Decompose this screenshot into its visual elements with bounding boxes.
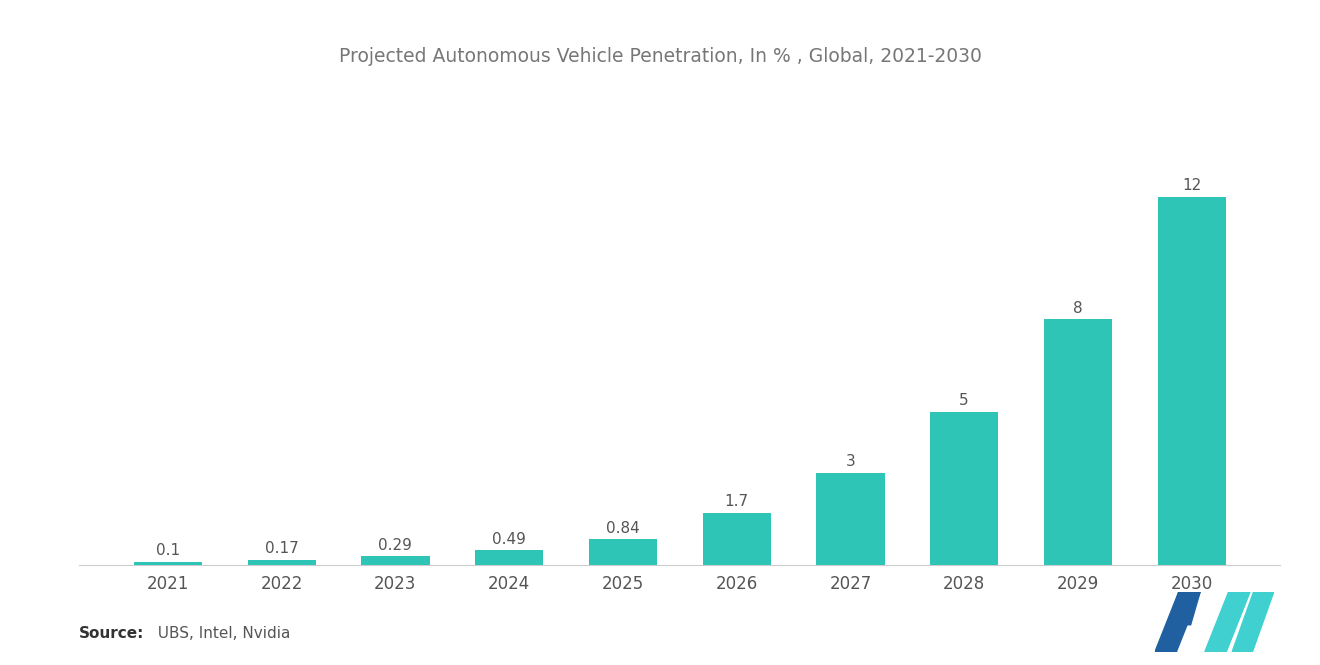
Bar [1158,197,1226,565]
Text: 3: 3 [846,454,855,469]
Bar [362,557,429,565]
Text: Projected Autonomous Vehicle Penetration, In % , Global, 2021-2030: Projected Autonomous Vehicle Penetration… [338,47,982,66]
Text: 5: 5 [960,393,969,408]
Bar [589,539,657,565]
Text: Source:: Source: [79,626,145,642]
Text: 8: 8 [1073,301,1082,316]
Text: 1.7: 1.7 [725,494,748,509]
Bar [816,473,884,565]
Text: 0.17: 0.17 [265,541,298,557]
Text: 12: 12 [1181,178,1201,193]
Polygon shape [1233,592,1274,652]
Polygon shape [1170,592,1200,625]
Bar [248,560,315,565]
Polygon shape [1155,592,1200,652]
Text: 0.49: 0.49 [492,531,527,547]
Bar [702,513,771,565]
Bar [475,550,544,565]
Text: 0.84: 0.84 [606,521,640,536]
Bar [133,562,202,565]
Text: 0.1: 0.1 [156,543,180,559]
Polygon shape [1205,592,1250,652]
Bar [931,412,998,565]
Text: UBS, Intel, Nvidia: UBS, Intel, Nvidia [148,626,290,642]
Bar [1044,319,1111,565]
Text: 0.29: 0.29 [379,537,412,553]
